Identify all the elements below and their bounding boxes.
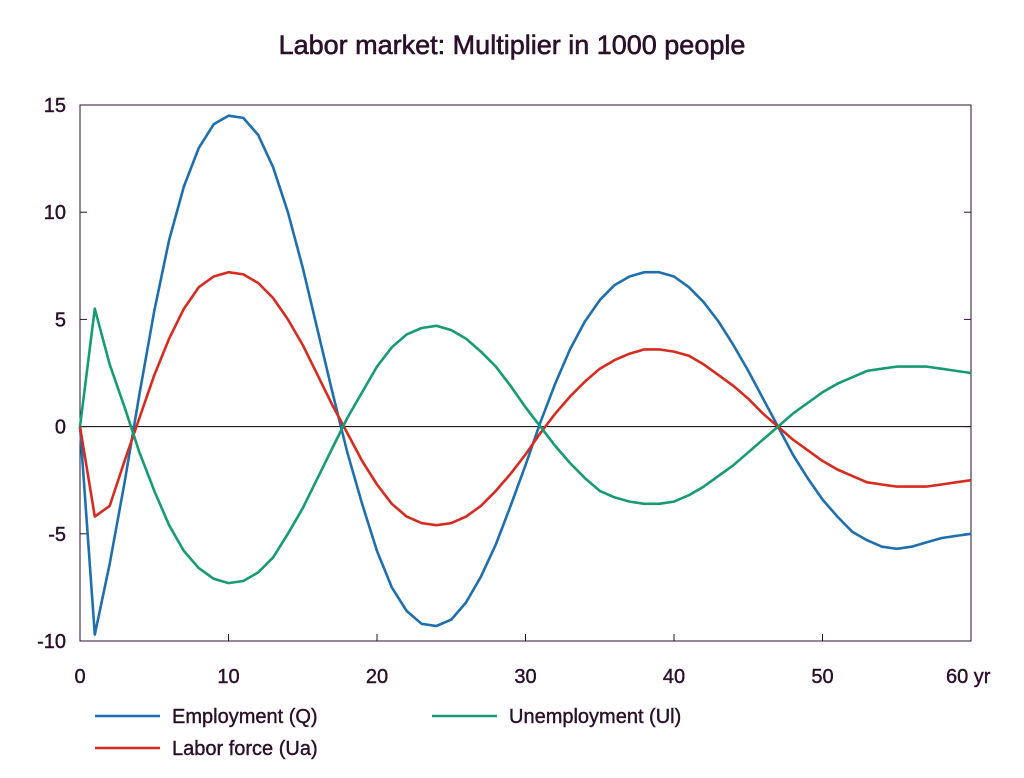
y-tick-label: 10 <box>44 202 66 224</box>
legend-label: Employment (Q) <box>172 706 318 728</box>
series-line-unemployment-ul <box>78 307 972 585</box>
legend-label: Unemployment (Ul) <box>509 706 681 728</box>
x-tick-label: 60 yr <box>946 666 991 688</box>
series-line-labor-force-ua <box>78 270 972 527</box>
plot-frame <box>79 104 972 642</box>
axes: -10 -5 0 5 10 15 0 10 20 30 40 50 60 yr <box>37 95 991 688</box>
legend: Employment (Q) Labor force (Ua) Unemployme… <box>95 706 681 760</box>
y-tick-label: -10 <box>37 631 66 653</box>
x-tick-label: 50 <box>811 666 833 688</box>
x-tick-label: 10 <box>217 666 239 688</box>
legend-label: Labor force (Ua) <box>172 738 318 760</box>
x-tick-label: 0 <box>74 666 85 688</box>
y-tick-label: 0 <box>55 417 66 439</box>
series-line-employment-q <box>78 114 972 636</box>
series-lines <box>78 114 972 636</box>
y-tick-label: 5 <box>55 309 66 331</box>
y-tick-label: 15 <box>44 95 66 117</box>
chart-title: Labor market: Multiplier in 1000 people <box>278 30 746 61</box>
x-tick-label: 20 <box>366 666 388 688</box>
x-tick-label: 30 <box>514 666 536 688</box>
y-tick-label: -5 <box>48 524 66 546</box>
x-tick-label: 40 <box>663 666 685 688</box>
